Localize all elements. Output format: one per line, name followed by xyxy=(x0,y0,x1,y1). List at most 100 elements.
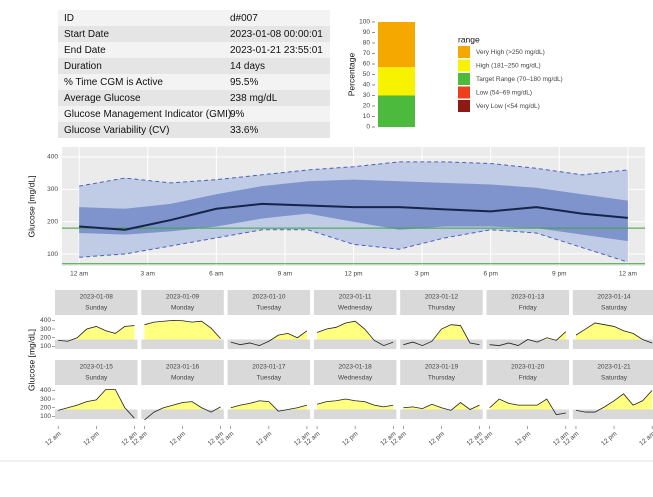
panel-date: 2023-01-13 xyxy=(511,294,545,301)
y-tick-label: 80 xyxy=(363,40,371,47)
high-fill xyxy=(575,322,643,340)
x-tick-label: 9 pm xyxy=(552,271,566,278)
x-tick-label: 12 am xyxy=(619,271,637,278)
table-value: 95.5% xyxy=(230,77,258,88)
y-tick-label: 400 xyxy=(47,154,58,161)
bar-segment xyxy=(378,67,415,96)
target-band xyxy=(313,409,397,420)
panel-weekday: Tuesday xyxy=(256,305,281,312)
glucose-trace xyxy=(403,402,480,411)
panel-background xyxy=(486,316,569,356)
y-tick-label: 10 xyxy=(363,113,371,120)
x-tick-label: 12 am xyxy=(638,430,653,447)
target-band xyxy=(400,409,483,420)
glucose-trace xyxy=(489,398,566,416)
table-key: Glucose Variability (CV) xyxy=(64,125,169,136)
panel-weekday: Saturday xyxy=(601,305,628,312)
high-fill xyxy=(230,400,307,410)
high-fill xyxy=(317,399,394,410)
legend-swatch xyxy=(458,73,470,85)
x-tick-label: 12 pm xyxy=(341,430,359,447)
high-fill xyxy=(317,321,374,340)
strip-header xyxy=(486,360,569,385)
table-key: % Time CGM is Active xyxy=(64,77,163,88)
y-tick-label: 90 xyxy=(363,29,371,36)
table-row xyxy=(58,42,330,58)
y-tick-label: 30 xyxy=(363,92,371,99)
y-tick-label: 40 xyxy=(363,82,371,89)
legend-swatch xyxy=(458,86,470,99)
y-tick-label: 400 xyxy=(40,317,51,324)
legend-swatch xyxy=(458,59,470,72)
panel-date: 2023-01-21 xyxy=(597,364,631,371)
target-band xyxy=(572,339,653,350)
legend-title: range xyxy=(458,34,480,44)
panel-weekday: Sunday xyxy=(85,305,108,312)
table-row xyxy=(58,74,330,90)
target-band xyxy=(55,339,138,350)
x-tick-label: 12 am xyxy=(70,271,88,278)
strip-header xyxy=(141,290,224,315)
glucose-trace xyxy=(403,324,480,346)
target-band xyxy=(141,409,224,420)
x-tick-label: 12 pm xyxy=(344,271,362,278)
high-fill xyxy=(489,399,554,410)
high-fill xyxy=(144,320,221,340)
x-tick-label: 6 am xyxy=(209,271,223,278)
panel-weekday: Friday xyxy=(519,375,538,382)
panel-weekday: Tuesday xyxy=(256,375,281,382)
target-band xyxy=(486,339,569,350)
panel-date: 2023-01-19 xyxy=(425,364,459,371)
glucose-trace xyxy=(575,390,653,413)
panel-weekday: Friday xyxy=(519,305,538,312)
table-key: End Date xyxy=(64,45,106,56)
x-tick-label: 3 pm xyxy=(415,271,429,278)
y-tick-label: 100 xyxy=(47,251,58,258)
legend-label: Low (54–69 mg/dL) xyxy=(476,90,532,97)
table-value: 9% xyxy=(230,109,245,120)
x-tick-label: 12 pm xyxy=(600,430,618,447)
y-tick-label: 70 xyxy=(363,50,371,57)
panel-date: 2023-01-20 xyxy=(511,364,545,371)
high-fill xyxy=(61,389,127,410)
target-band xyxy=(227,339,311,350)
panel-weekday: Monday xyxy=(171,375,195,382)
panel-date: 2023-01-08 xyxy=(80,294,114,301)
y-tick-label: 300 xyxy=(40,396,51,403)
y-tick-label: 400 xyxy=(40,387,51,394)
legend-swatch xyxy=(458,100,470,112)
panel-weekday: Wednesday xyxy=(338,375,373,382)
table-key: ID xyxy=(64,13,74,24)
table-key: Start Date xyxy=(64,29,109,40)
y-tick-label: 100 xyxy=(40,343,51,350)
y-tick-label: 20 xyxy=(363,103,371,110)
table-key: Glucose Management Indicator (GMI) xyxy=(64,109,231,120)
strip-header xyxy=(227,360,311,385)
glucose-trace xyxy=(230,330,308,346)
x-tick-label: 12 pm xyxy=(514,430,532,447)
y-tick-label: 300 xyxy=(40,326,51,333)
x-tick-label: 12 pm xyxy=(169,430,187,447)
panel-date: 2023-01-18 xyxy=(339,364,373,371)
target-band xyxy=(400,339,483,350)
table-row xyxy=(58,26,330,42)
high-fill xyxy=(403,402,480,410)
table-key: Duration xyxy=(64,61,102,72)
strip-header xyxy=(400,360,483,385)
percentile-band xyxy=(79,179,628,242)
y-tick-label: 200 xyxy=(47,218,58,225)
glucose-trace xyxy=(489,331,567,346)
glucose-trace xyxy=(316,398,394,408)
panel-date: 2023-01-10 xyxy=(252,294,286,301)
y-axis-title: Glucose [mg/dL] xyxy=(26,329,36,391)
target-band xyxy=(55,409,138,420)
legend-label: High (181–250 mg/dL) xyxy=(476,63,541,70)
legend-label: Very Low (<54 mg/dL) xyxy=(476,103,540,110)
median-line xyxy=(79,202,628,231)
panel-background xyxy=(400,386,483,426)
glucose-trace xyxy=(58,325,135,342)
legend-swatch xyxy=(458,46,470,58)
strip-header xyxy=(227,290,311,315)
strip-header xyxy=(141,360,224,385)
